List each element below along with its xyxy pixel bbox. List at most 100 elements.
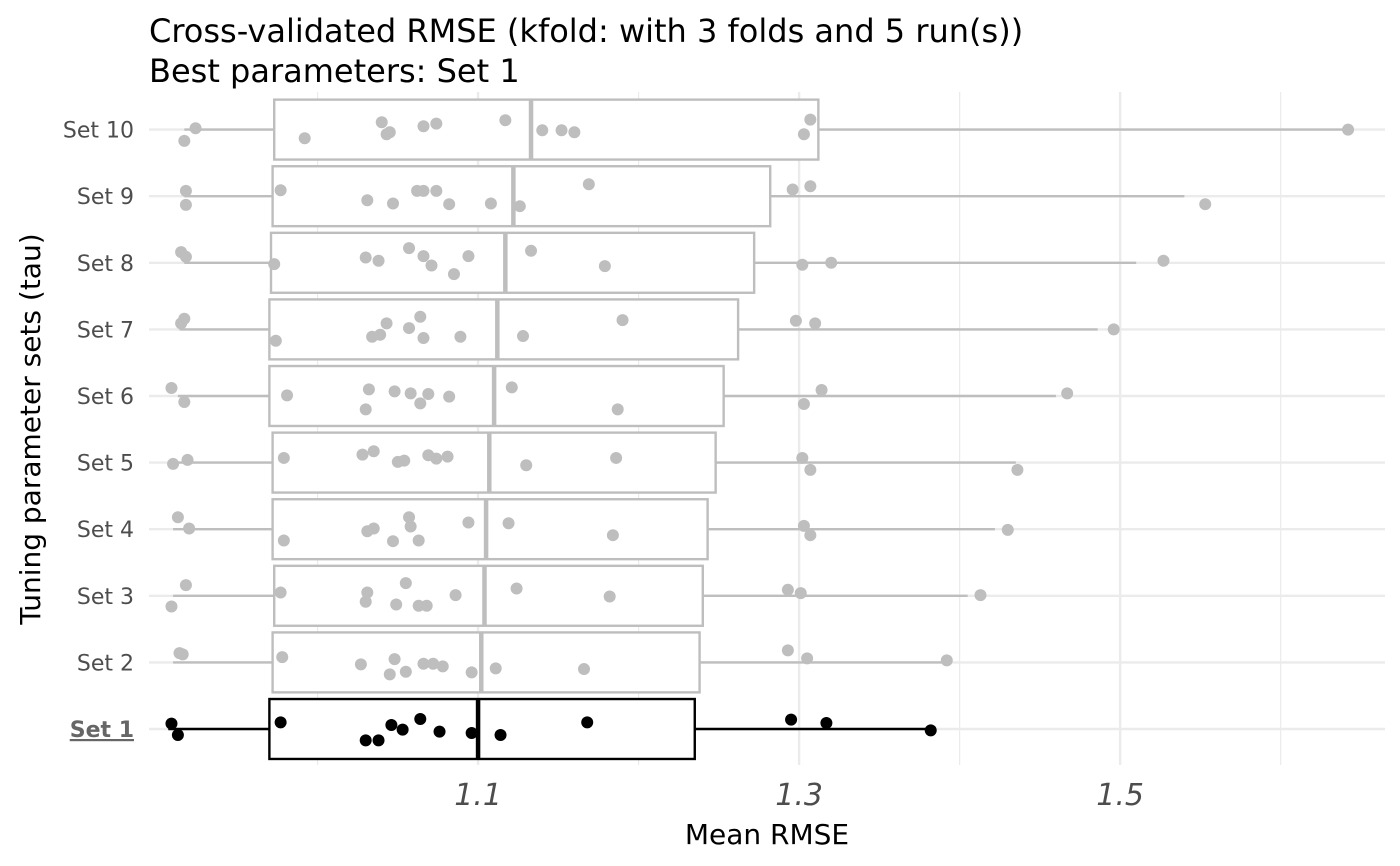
data-point [179,250,192,263]
data-point [484,197,497,210]
data-point [1061,387,1074,400]
data-point [974,589,987,602]
data-point [403,511,416,524]
data-point [417,184,430,197]
data-point [1199,198,1212,211]
data-point [167,457,180,470]
data-point [789,314,802,327]
data-point [517,330,530,343]
y-tick-label: Set 4 [77,518,134,543]
data-point [359,595,372,608]
data-point [568,126,581,139]
chart-title: Cross-validated RMSE (kfold: with 3 fold… [149,12,1023,50]
data-point [356,448,369,461]
data-point [383,126,396,139]
data-point [281,389,294,402]
data-point [430,184,443,197]
data-point [298,132,311,145]
data-point [165,382,178,395]
box-iqr [268,364,725,428]
data-point [359,403,372,416]
data-point [536,124,549,137]
y-tick-label: Set 2 [77,651,134,676]
data-point [555,124,568,137]
data-point [425,259,438,272]
box-iqr [273,564,704,627]
y-tick-label: Set 7 [77,318,134,343]
data-point [178,395,191,408]
data-point [189,122,202,135]
data-point [396,723,409,736]
data-point [825,256,838,269]
data-point [781,583,794,596]
data-point [386,197,399,210]
data-point [1011,463,1024,476]
box-set-6 [165,364,1074,428]
box-set-1 [165,697,937,761]
x-tick-label: 1.5 [1096,778,1144,813]
data-point [383,668,396,681]
data-point [412,534,425,547]
data-point [796,258,809,271]
data-point [374,328,387,341]
data-point [804,463,817,476]
data-point [178,134,191,147]
chart-subtitle: Best parameters: Set 1 [149,52,520,90]
data-point [785,713,798,726]
data-point [268,258,281,271]
data-point [276,651,289,664]
data-point [804,529,817,542]
data-point [801,652,814,665]
data-point [354,658,367,671]
data-point [398,454,411,467]
data-point [804,113,817,126]
box-set-4 [171,498,1014,561]
data-point [809,317,822,330]
data-point [494,728,507,741]
data-point [414,713,427,726]
data-point [465,666,478,679]
data-point [796,451,809,464]
box-set-2 [173,631,953,694]
data-point [420,599,433,612]
box-iqr [268,697,696,761]
box-set-9 [179,165,1212,228]
data-point [361,194,374,207]
data-point [1157,254,1170,267]
data-point [1342,123,1355,136]
data-point [797,519,810,532]
data-point [171,511,184,524]
box-iqr [271,431,717,494]
data-point [447,268,460,281]
data-point [414,310,427,323]
data-point [797,397,810,410]
y-tick-label: Set 10 [63,119,134,144]
data-point [443,390,456,403]
data-point [388,653,401,666]
box-iqr [269,231,756,294]
box-iqr [268,298,740,361]
data-point [786,183,799,196]
data-point [582,178,595,191]
x-axis-label: Mean RMSE [685,818,849,851]
data-point [1107,323,1120,336]
data-point [375,116,388,129]
x-axis-tick-labels: 1.1 1.3 1.5 [454,778,1144,813]
box-set-5 [167,431,1024,494]
data-point [176,648,189,661]
data-point [465,726,478,739]
data-point [489,662,502,675]
data-point [606,529,619,542]
data-point [274,586,287,599]
box-set-8 [175,231,1170,294]
data-point [462,516,475,529]
data-point [513,200,526,213]
data-point [417,120,430,133]
data-point [380,317,393,330]
data-point [181,453,194,466]
data-point [454,330,467,343]
data-point [359,734,372,747]
data-point [924,724,937,737]
data-point [462,250,475,263]
